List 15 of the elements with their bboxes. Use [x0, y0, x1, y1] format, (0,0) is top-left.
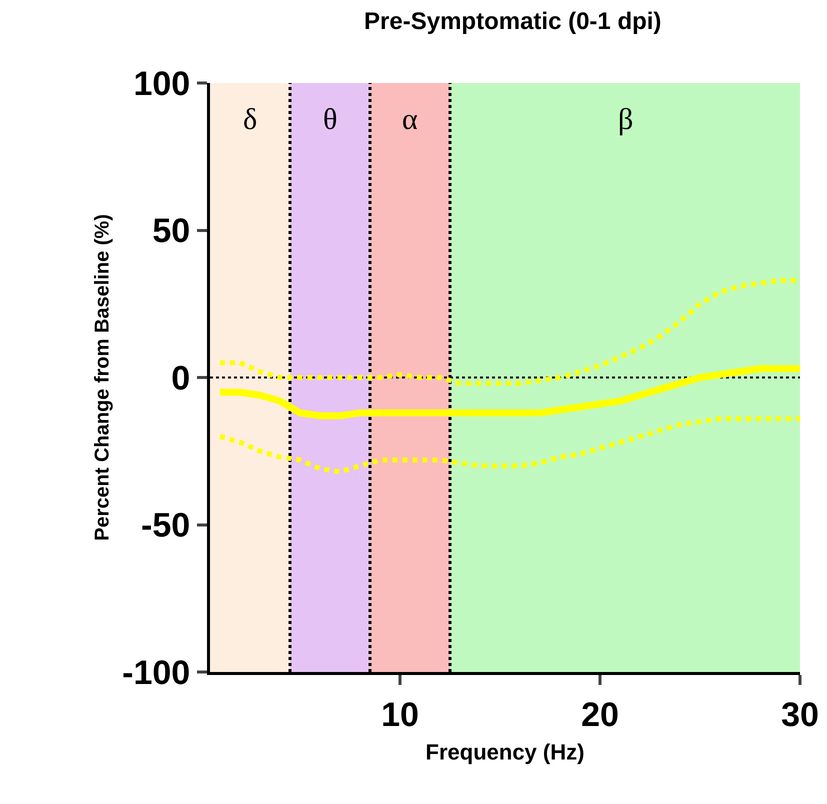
- y-tick-label: -100: [122, 654, 190, 692]
- y-tick-label: 50: [152, 212, 190, 250]
- y-tick-label: 100: [133, 64, 190, 103]
- band-label: β: [618, 103, 634, 136]
- band-label: δ: [243, 103, 258, 136]
- y-tick-label: 0: [171, 359, 190, 398]
- band-label: α: [402, 103, 418, 136]
- y-tick-label: -50: [141, 506, 190, 545]
- band-label: θ: [323, 103, 338, 136]
- chart-title: Pre-Symptomatic (0-1 dpi): [364, 8, 662, 35]
- x-tick-label: 20: [581, 696, 619, 734]
- x-tick-label: 10: [381, 696, 419, 734]
- x-axis-title: Frequency (Hz): [426, 740, 584, 765]
- y-axis-title: Percent Change from Baseline (%): [92, 214, 114, 541]
- x-tick-label: 30: [781, 696, 819, 734]
